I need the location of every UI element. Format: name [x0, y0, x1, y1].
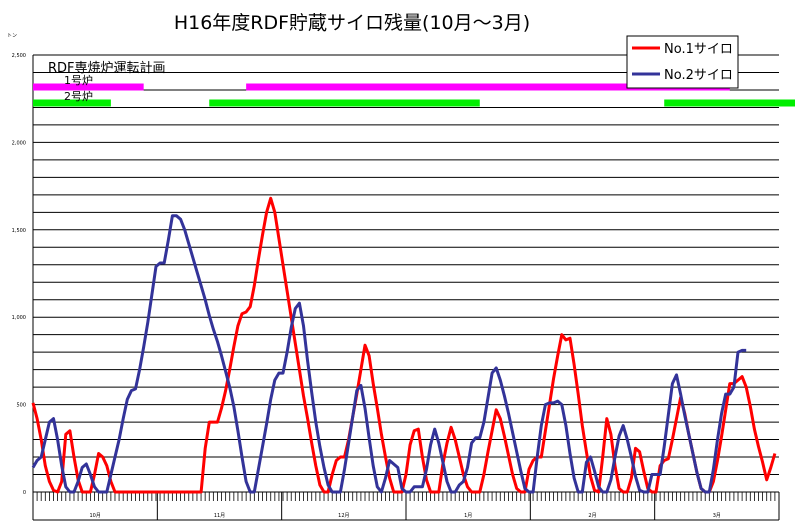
grid-lines: [32, 54, 779, 520]
legend-label: No.1サイロ: [664, 42, 733, 57]
y-tick-label: 500: [16, 403, 26, 409]
y-axis-ticks: 0 500 1,000 1,500 2,000 2,500: [12, 53, 26, 496]
y-tick-label: 2,500: [12, 53, 26, 59]
legend: No.1サイロ No.2サイロ: [626, 35, 739, 89]
y-tick-label: 0: [23, 490, 26, 496]
chart-title: H16年度RDF貯蔵サイロ残量(10月～3月): [174, 12, 530, 34]
y-unit-label: トン: [7, 33, 17, 39]
month-label: 2月: [588, 513, 596, 519]
legend-label: No.2サイロ: [664, 68, 733, 83]
plan-row-label: 2号炉: [64, 90, 93, 103]
y-tick-label: 1,000: [12, 315, 26, 321]
x-axis: 10月 11月 12月 1月 2月 3月: [32, 492, 780, 521]
series-line: [31, 214, 747, 494]
month-label: 10月: [89, 513, 100, 519]
legend-box: [626, 35, 739, 89]
month-label: 12月: [338, 513, 349, 519]
y-tick-label: 1,500: [12, 228, 26, 234]
month-label: 11月: [214, 513, 225, 519]
month-label: 3月: [713, 513, 721, 519]
y-tick-label: 2,000: [12, 140, 26, 146]
month-label: 1月: [464, 513, 472, 519]
plan-row-label: 1号炉: [64, 74, 93, 87]
plan-title: RDF専焼炉運転計画: [48, 60, 166, 76]
series-group: [31, 196, 777, 494]
